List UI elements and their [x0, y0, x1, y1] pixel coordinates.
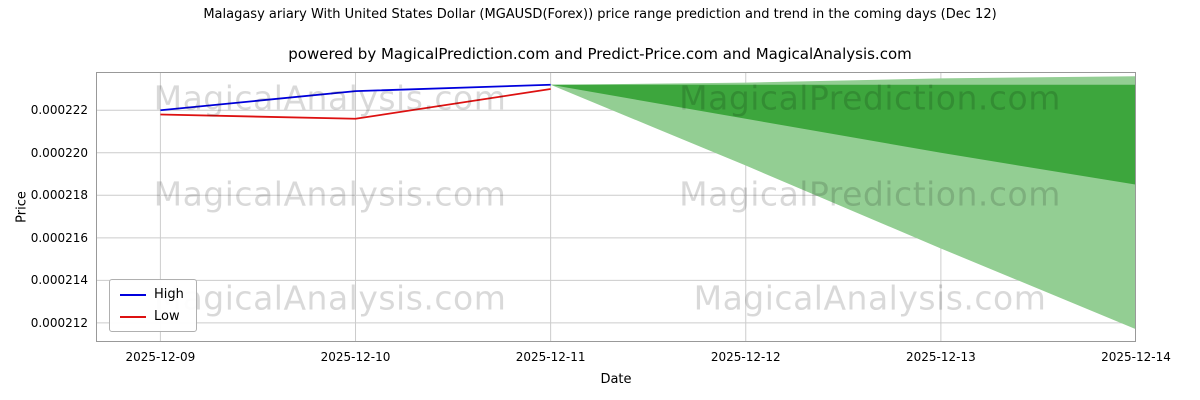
y-tick-label: 0.000218 [30, 188, 88, 203]
high-line-swatch [120, 293, 146, 296]
x-tick-label: 2025-12-11 [515, 350, 586, 364]
x-tick-label: 2025-12-13 [906, 350, 976, 364]
chart-canvas [96, 72, 1136, 342]
x-axis-label: Date [600, 372, 632, 387]
x-tick-label: 2025-12-09 [125, 350, 196, 364]
legend-label-high: High [154, 287, 184, 302]
y-tick-label: 0.000216 [30, 230, 88, 245]
plot-frame [96, 72, 1136, 342]
x-axis-ticks: 2025-12-09 2025-12-10 2025-12-11 2025-12-12… [96, 350, 1171, 368]
y-tick-label: 0.000212 [30, 315, 88, 330]
low-line-swatch [120, 315, 146, 318]
legend-item-high: High [120, 287, 184, 302]
high-line [160, 83, 551, 112]
y-axis-ticks: 0.000212 0.000214 0.000216 0.000218 0.000220… [0, 72, 88, 342]
x-tick-label: 2025-12-10 [320, 350, 391, 364]
legend: High Low [109, 279, 197, 332]
chart-title: Malagasy ariary With United States Dolla… [203, 7, 997, 22]
y-tick-label: 0.000214 [30, 273, 88, 288]
plot-area: MagicalAnalysis.comMagicalPrediction.com… [96, 72, 1136, 342]
chart-subtitle: powered by MagicalPrediction.com and Pre… [288, 45, 912, 63]
legend-item-low: Low [120, 309, 184, 324]
prediction-band-inner [550, 84, 1136, 185]
y-tick-label: 0.000222 [30, 103, 88, 118]
x-tick-label: 2025-12-14 [1101, 350, 1171, 364]
y-tick-label: 0.000220 [30, 145, 88, 160]
low-line [160, 88, 551, 120]
x-tick-label: 2025-12-12 [710, 350, 781, 364]
legend-label-low: Low [154, 309, 180, 324]
